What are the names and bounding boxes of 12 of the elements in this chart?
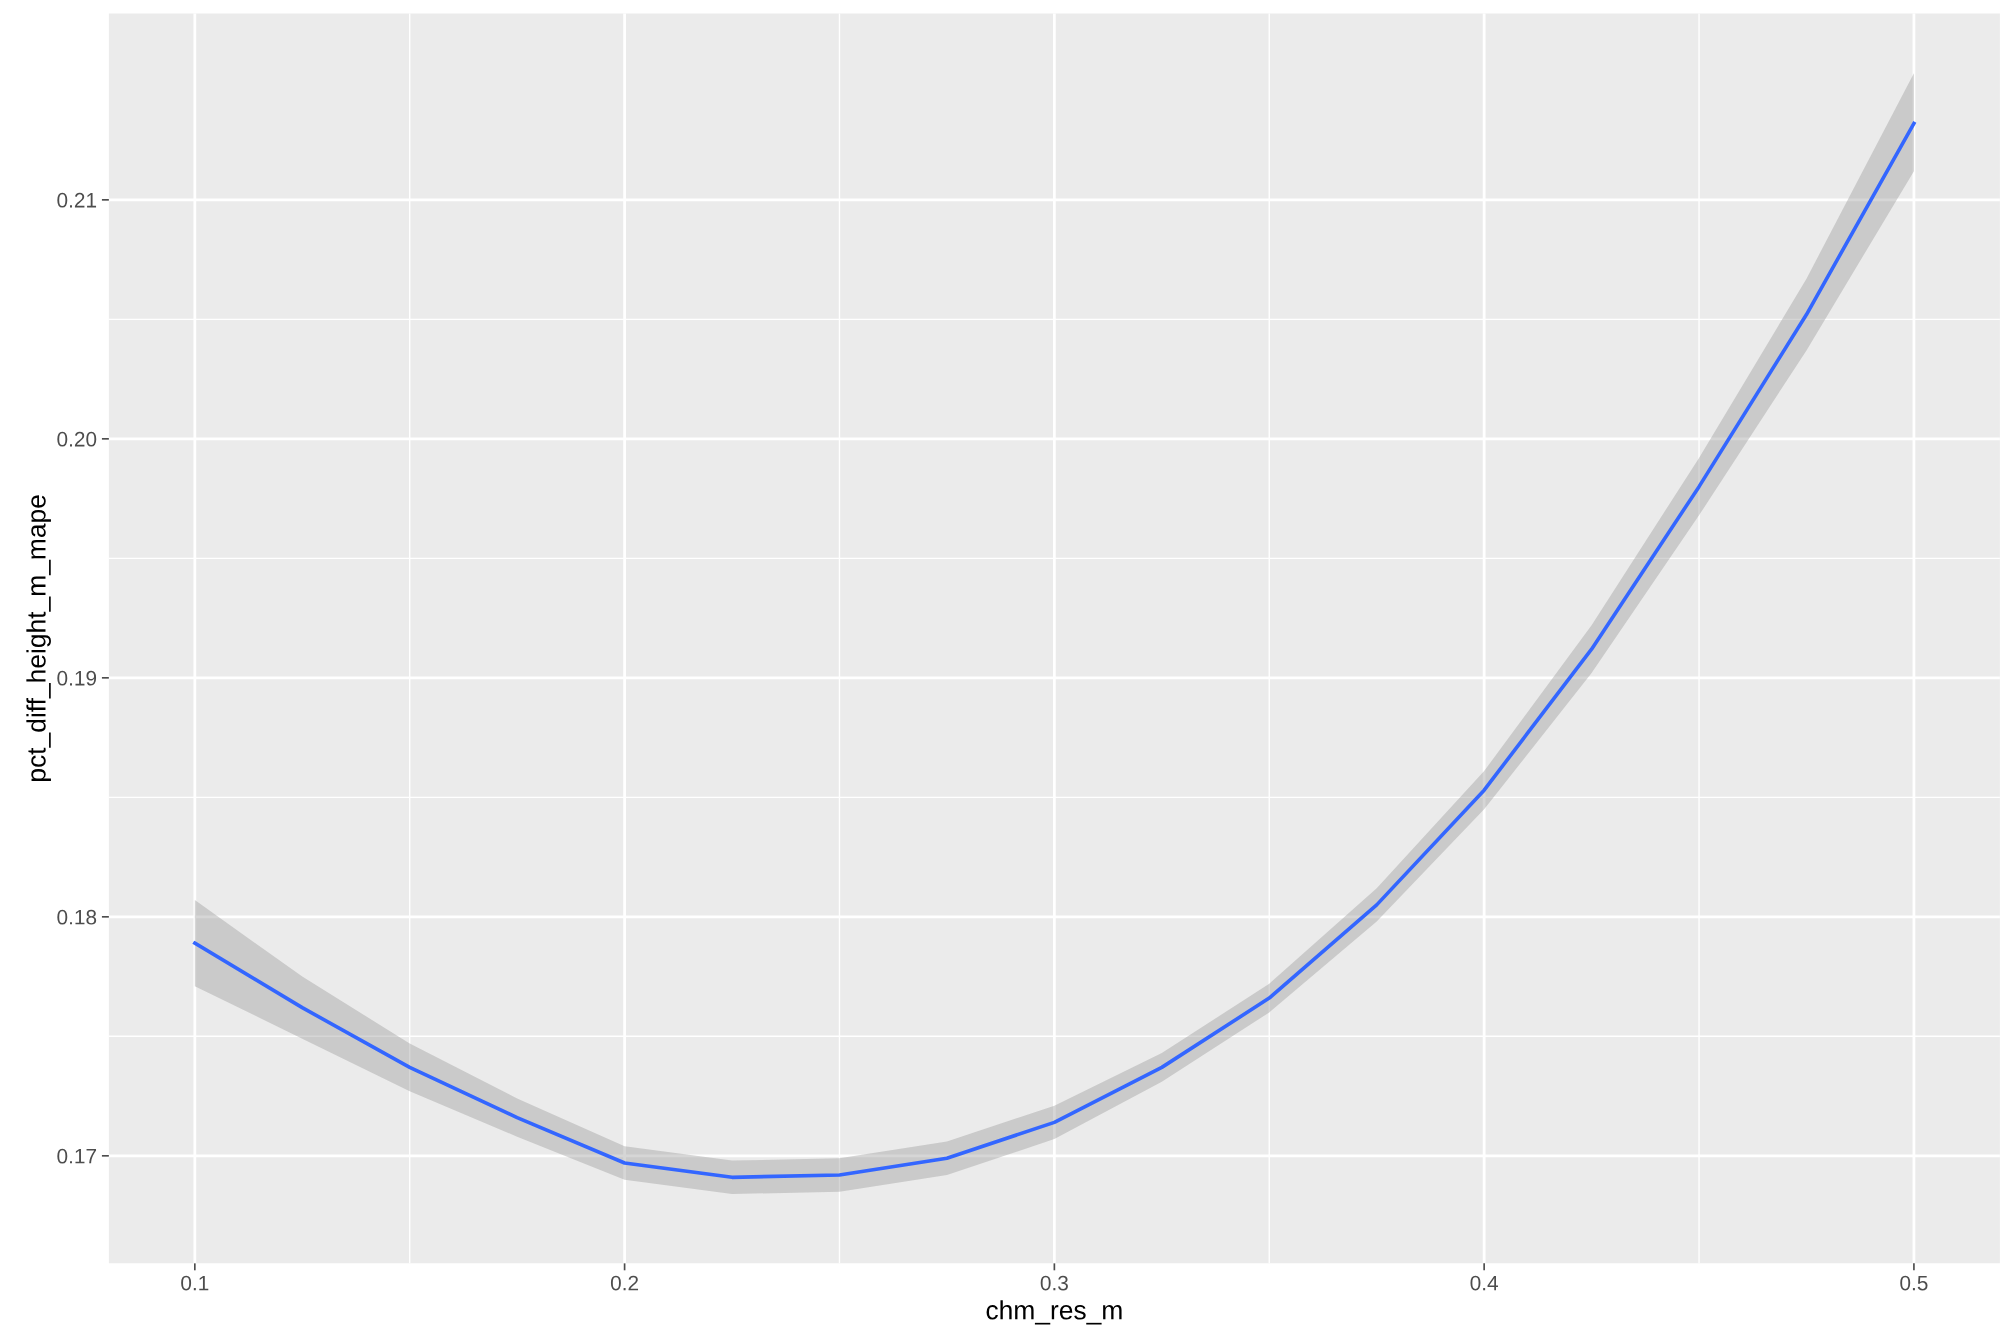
x-tick-label: 0.3 [1040, 1275, 1068, 1291]
x-tick-label: 0.5 [1900, 1275, 1928, 1291]
y-axis-title: pct_diff_height_m_mape [26, 495, 51, 781]
x-tick-label: 0.1 [181, 1275, 209, 1291]
y-tick-label: 0.17 [57, 1148, 97, 1164]
x-tick-label: 0.4 [1470, 1275, 1499, 1291]
y-tick-label: 0.19 [57, 670, 97, 686]
x-axis-title: chm_res_m [986, 1300, 1122, 1325]
y-tick-label: 0.21 [57, 192, 97, 208]
x-tick-label: 0.2 [610, 1275, 639, 1291]
y-tick-label: 0.18 [57, 909, 97, 925]
y-tick-label: 0.20 [57, 431, 97, 447]
